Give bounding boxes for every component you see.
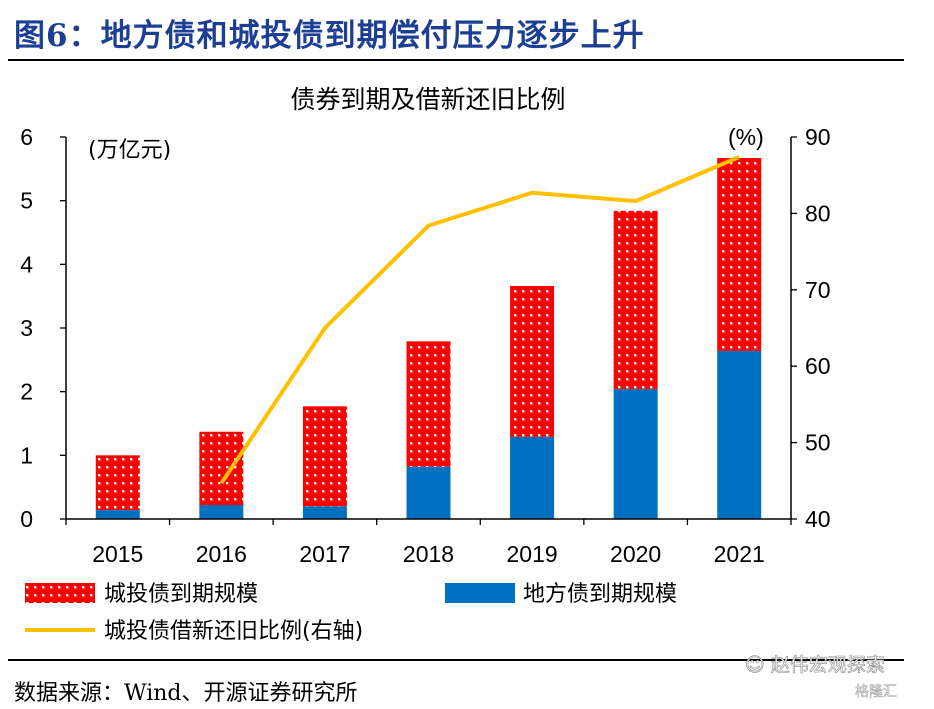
bar-difang	[406, 466, 451, 519]
x-tick-label: 2015	[92, 541, 143, 567]
x-tick-label: 2020	[610, 541, 661, 567]
bar-chengtou	[406, 341, 451, 467]
left-tick-label: 4	[20, 251, 33, 277]
bar-chengtou	[95, 455, 140, 511]
bar-chengtou	[717, 158, 762, 351]
x-tick-label: 2019	[506, 541, 557, 567]
left-tick-label: 2	[20, 379, 33, 405]
left-tick-label: 3	[20, 315, 33, 341]
figure-title: 图6：地方债和城投债到期偿付压力逐步上升	[14, 18, 645, 54]
legend-label-ratio: 城投债借新还旧比例(右轴)	[104, 619, 363, 644]
bar-chengtou	[510, 285, 555, 437]
watermark-logo: 格隆汇	[855, 684, 898, 701]
right-tick-label: 60	[805, 353, 831, 379]
left-tick-label: 0	[20, 506, 33, 532]
chart: 债券到期及借新还旧比例 (万亿元) (%) 2015 2016 2017 2018 20…	[20, 85, 831, 644]
watermark: ☺ 赵伟宏观探索	[745, 654, 885, 677]
ratio-line	[219, 155, 741, 485]
x-tick-label: 2018	[403, 541, 454, 567]
left-axis-label: (万亿元)	[88, 138, 171, 163]
legend-swatch-chengtou	[25, 583, 95, 603]
bar-difang	[613, 389, 658, 519]
bar-difang	[510, 436, 555, 519]
x-tick-label: 2021	[714, 541, 765, 567]
bar-difang	[199, 504, 244, 519]
source-note: 数据来源：Wind、开源证券研究所	[14, 681, 358, 706]
bar-chengtou	[613, 210, 658, 390]
chart-title: 债券到期及借新还旧比例	[290, 85, 565, 114]
bar-chengtou	[302, 406, 347, 507]
left-tick-label: 1	[20, 442, 33, 468]
right-tick-label: 70	[805, 277, 831, 303]
legend-label-difang: 地方债到期规模	[523, 582, 677, 607]
left-tick-label: 5	[20, 188, 33, 214]
left-tick-label: 6	[20, 124, 33, 150]
bar-difang	[302, 506, 347, 519]
legend-swatch-difang	[445, 583, 515, 603]
bar-chengtou	[199, 431, 244, 505]
right-tick-label: 80	[805, 200, 831, 226]
bottom-rule	[8, 659, 904, 661]
bar-difang	[717, 350, 762, 519]
top-rule	[8, 59, 904, 61]
bar-difang	[95, 510, 140, 519]
x-tick-label: 2016	[196, 541, 247, 567]
x-tick-label: 2017	[299, 541, 350, 567]
legend-label-chengtou: 城投债到期规模	[104, 582, 258, 607]
wechat-icon: ☺	[745, 654, 771, 677]
right-tick-label: 50	[805, 430, 831, 456]
right-tick-label: 90	[805, 124, 831, 150]
right-axis-label: (%)	[728, 124, 764, 150]
right-tick-label: 40	[805, 506, 831, 532]
